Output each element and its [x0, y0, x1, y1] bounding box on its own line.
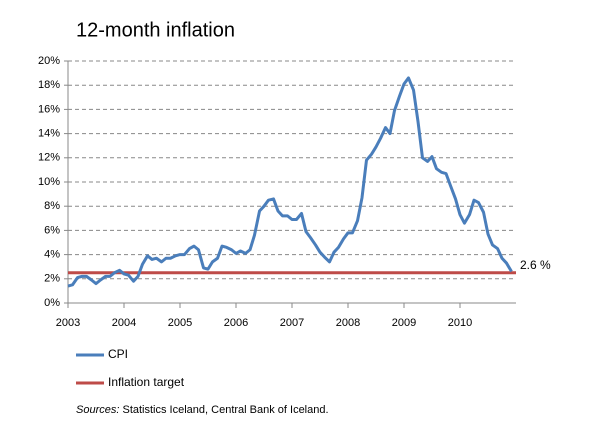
- x-tick-label: 2007: [280, 317, 304, 329]
- y-tick-label: 0%: [44, 297, 60, 309]
- y-tick-label: 8%: [44, 200, 60, 212]
- y-tick-label: 2%: [44, 273, 60, 285]
- y-tick-label: 14%: [38, 128, 60, 140]
- chart-title: 12-month inflation: [76, 19, 235, 41]
- annotation: 2.6 %: [520, 258, 551, 272]
- y-tick-label: 6%: [44, 224, 60, 236]
- x-tick-label: 2004: [112, 317, 136, 329]
- y-tick-label: 20%: [38, 55, 60, 67]
- x-tick-label: 2010: [448, 317, 472, 329]
- x-tick-label: 2005: [168, 317, 192, 329]
- legend-label: CPI: [108, 347, 128, 361]
- x-tick-label: 2006: [224, 317, 248, 329]
- sources: Sources: Statistics Iceland, Central Ban…: [76, 404, 329, 416]
- sources-label: Sources:: [76, 404, 119, 416]
- y-tick-label: 12%: [38, 152, 60, 164]
- y-tick-label: 10%: [38, 176, 60, 188]
- x-tick-label: 2008: [336, 317, 360, 329]
- series-line: [67, 76, 513, 288]
- y-tick-label: 18%: [38, 79, 60, 91]
- x-tick-label: 2009: [392, 317, 416, 329]
- y-tick-label: 16%: [38, 103, 60, 115]
- x-tick-label: 2003: [56, 317, 80, 329]
- legend-label: Inflation target: [108, 375, 185, 389]
- y-tick-label: 4%: [44, 249, 60, 261]
- sources-text: Statistics Iceland, Central Bank of Icel…: [122, 404, 328, 416]
